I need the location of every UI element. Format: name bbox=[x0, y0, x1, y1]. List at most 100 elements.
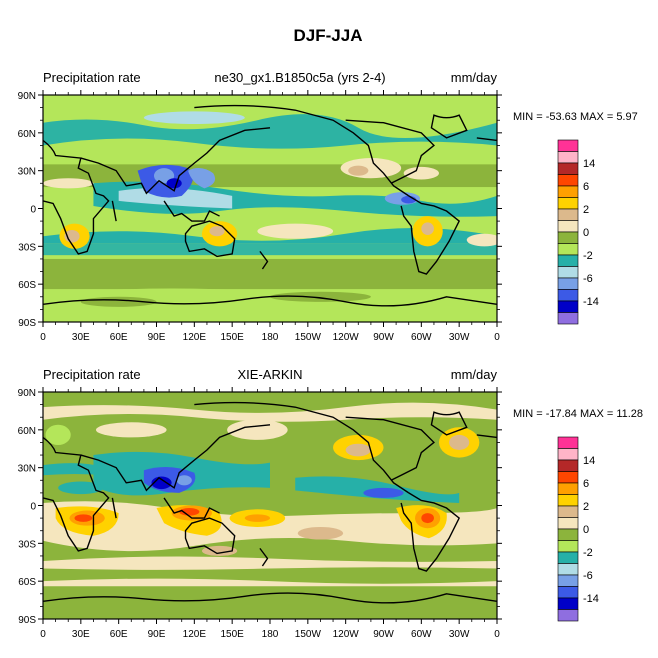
colorbar-box bbox=[557, 471, 579, 484]
y-tick-label: 90N bbox=[18, 91, 36, 102]
map-area bbox=[43, 95, 497, 322]
y-tick-label: 60S bbox=[18, 280, 36, 291]
y-tick-label: 90S bbox=[18, 318, 36, 329]
x-tick-label: 60W bbox=[411, 332, 432, 343]
x-tick-label: 120W bbox=[333, 332, 360, 343]
colorbar-box bbox=[557, 597, 579, 610]
colorbar-box bbox=[557, 312, 579, 325]
colorbar-box bbox=[557, 494, 579, 507]
x-tick-label: 60W bbox=[411, 629, 432, 640]
colorbar-label: -14 bbox=[583, 296, 599, 308]
x-tick-label: 150E bbox=[220, 629, 244, 640]
colorbar-box bbox=[557, 289, 579, 302]
colorbar-box bbox=[557, 254, 579, 267]
x-tick-label: 30W bbox=[449, 332, 470, 343]
colorbar-box bbox=[557, 586, 579, 599]
x-tick-label: 0 bbox=[494, 332, 500, 343]
colorbar-box bbox=[557, 551, 579, 564]
y-tick-label: 60S bbox=[18, 577, 36, 588]
left-label: Precipitation rate bbox=[43, 70, 141, 85]
y-tick-label: 0 bbox=[30, 502, 36, 513]
y-tick-label: 30N bbox=[18, 464, 36, 475]
colorbar-box bbox=[557, 174, 579, 187]
colorbar-box bbox=[557, 266, 579, 279]
x-tick-label: 120E bbox=[183, 629, 207, 640]
x-tick-label: 60E bbox=[110, 629, 128, 640]
colorbar-box bbox=[557, 482, 579, 495]
colorbar-label: 6 bbox=[583, 478, 589, 490]
left-label: Precipitation rate bbox=[43, 367, 141, 382]
x-tick-label: 0 bbox=[40, 332, 46, 343]
coastlines bbox=[43, 104, 497, 307]
x-tick-label: 30W bbox=[449, 629, 470, 640]
colorbar-label: 2 bbox=[583, 204, 589, 216]
panel-title: ne30_gx1.B1850c5a (yrs 2-4) bbox=[214, 70, 385, 85]
right-label: mm/day bbox=[451, 70, 498, 85]
colorbar-box bbox=[557, 540, 579, 553]
colorbar-box bbox=[557, 162, 579, 175]
colorbar-label: 2 bbox=[583, 501, 589, 513]
coastlines bbox=[43, 401, 497, 604]
colorbar-box bbox=[557, 563, 579, 576]
y-tick-label: 90N bbox=[18, 388, 36, 399]
x-tick-label: 0 bbox=[40, 629, 46, 640]
x-tick-label: 90W bbox=[373, 332, 394, 343]
colorbar-box bbox=[557, 459, 579, 472]
stats-text: MIN = -53.63 MAX = 5.97 bbox=[513, 111, 638, 123]
colorbar-label: -14 bbox=[583, 593, 599, 605]
colorbar-box bbox=[557, 220, 579, 233]
x-tick-label: 150W bbox=[295, 629, 322, 640]
colorbar-label: 6 bbox=[583, 181, 589, 193]
x-tick-label: 30E bbox=[72, 629, 90, 640]
colorbar-box bbox=[557, 609, 579, 622]
colorbar-label: -2 bbox=[583, 547, 593, 559]
x-tick-label: 150W bbox=[295, 332, 322, 343]
y-tick-label: 60N bbox=[18, 129, 36, 140]
colorbar-label: 14 bbox=[583, 158, 595, 170]
colorbar-box bbox=[557, 505, 579, 518]
x-tick-label: 90E bbox=[148, 629, 166, 640]
colorbar-box bbox=[557, 139, 579, 152]
colorbar: 14 6 2 0 -2 -6 -14 bbox=[557, 436, 599, 622]
colorbar-box bbox=[557, 277, 579, 290]
x-tick-label: 90E bbox=[148, 332, 166, 343]
colorbar-box bbox=[557, 448, 579, 461]
colorbar-box bbox=[557, 528, 579, 541]
colorbar-box bbox=[557, 436, 579, 449]
stats-text: MIN = -17.84 MAX = 11.28 bbox=[513, 408, 643, 420]
colorbar-box bbox=[557, 517, 579, 530]
y-tick-label: 30S bbox=[18, 242, 36, 253]
panel-title: XIE-ARKIN bbox=[237, 367, 302, 382]
x-tick-label: 180 bbox=[262, 629, 279, 640]
colorbar-box bbox=[557, 208, 579, 221]
colorbar-box bbox=[557, 185, 579, 198]
axis-ticks: 0 30E 60E 90E 120E 150E 180 150W 120W 90W 60W 30W 09… bbox=[18, 387, 502, 640]
panel-observed: Precipitation rate XIE-ARKIN mm/day bbox=[18, 367, 643, 640]
colorbar-box bbox=[557, 243, 579, 256]
x-tick-label: 120E bbox=[183, 332, 207, 343]
right-label: mm/day bbox=[451, 367, 498, 382]
x-tick-label: 0 bbox=[494, 629, 500, 640]
colorbar-label: -6 bbox=[583, 570, 593, 582]
x-tick-label: 180 bbox=[262, 332, 279, 343]
x-tick-label: 60E bbox=[110, 332, 128, 343]
y-tick-label: 60N bbox=[18, 426, 36, 437]
x-tick-label: 90W bbox=[373, 629, 394, 640]
colorbar-box bbox=[557, 231, 579, 244]
colorbar-label: -2 bbox=[583, 250, 593, 262]
colorbar-box bbox=[557, 300, 579, 313]
x-tick-label: 150E bbox=[220, 332, 244, 343]
axis-ticks: 0 30E 60E 90E 120E 150E 180 150W 120W 90W 60W 30W 09… bbox=[18, 90, 502, 343]
colorbar-label: 14 bbox=[583, 455, 595, 467]
colorbar-box bbox=[557, 197, 579, 210]
colorbar-label: 0 bbox=[583, 524, 589, 536]
y-tick-label: 0 bbox=[30, 205, 36, 216]
figure-title: DJF-JJA bbox=[294, 26, 363, 45]
y-tick-label: 90S bbox=[18, 615, 36, 626]
colorbar-box bbox=[557, 151, 579, 164]
colorbar: 14 6 2 0 -2 -6 -14 bbox=[557, 139, 599, 325]
y-tick-label: 30N bbox=[18, 167, 36, 178]
colorbar-label: 0 bbox=[583, 227, 589, 239]
panel-model: Precipitation rate ne30_gx1.B1850c5a (yr… bbox=[18, 70, 638, 343]
